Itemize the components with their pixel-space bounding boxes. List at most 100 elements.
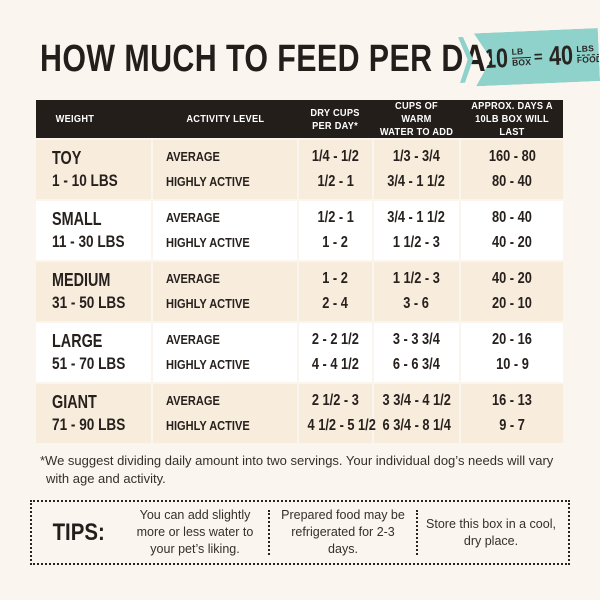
water-highly-active: 6 3/4 - 8 1/4 (382, 416, 451, 434)
weight-range: 1 - 10 LBS (52, 171, 118, 191)
dry-cups-average: 1 - 2 (322, 269, 349, 287)
activity-highly-active: HIGHLY ACTIVE (166, 417, 250, 433)
activity-cell: AVERAGE HIGHLY ACTIVE (153, 384, 297, 443)
days-average: 16 - 13 (492, 391, 532, 409)
dry-cups-highly-active: 1/2 - 1 (317, 172, 354, 190)
tip-storage: Store this box in a cool, dry place. (426, 516, 556, 548)
water-cell: 3 - 3 3/4 6 - 6 3/4 (374, 323, 459, 382)
dry-cups-cell: 1 - 2 2 - 4 (299, 262, 372, 321)
water-average: 1/3 - 3/4 (393, 147, 440, 165)
table-header-row: WEIGHT ACTIVITY LEVEL DRY CUPS PER DAY* … (36, 100, 563, 138)
tips-divider (416, 510, 418, 555)
dry-cups-average: 2 1/2 - 3 (312, 391, 359, 409)
days-average: 20 - 16 (492, 330, 532, 348)
days-highly-active: 40 - 20 (492, 233, 532, 251)
dry-cups-highly-active: 4 - 4 1/2 (312, 355, 359, 373)
water-average: 3 - 3 3/4 (393, 330, 440, 348)
activity-highly-active: HIGHLY ACTIVE (166, 234, 250, 250)
dry-cups-average: 1/4 - 1/2 (312, 147, 359, 165)
weight-cell: SMALL 11 - 30 LBS (36, 201, 151, 260)
activity-highly-active: HIGHLY ACTIVE (166, 295, 250, 311)
badge-food: FOOD! (576, 53, 600, 65)
weight-cell: GIANT 71 - 90 LBS (36, 384, 151, 443)
badge-ribbon: 10 LB BOX = 40 LBS FOOD! of (474, 28, 600, 86)
weight-name: LARGE (52, 330, 103, 351)
page-title-text: HOW MUCH TO FEED PER DAY (40, 38, 504, 80)
badge-lbs-food: LBS FOOD! of (576, 44, 600, 66)
days-average: 160 - 80 (488, 147, 536, 165)
dry-cups-highly-active: 2 - 4 (322, 294, 349, 312)
table-row-large: LARGE 51 - 70 LBS AVERAGE HIGHLY ACTIVE … (36, 323, 563, 382)
activity-highly-active: HIGHLY ACTIVE (166, 356, 250, 372)
weight-range: 71 - 90 LBS (52, 415, 126, 435)
table-row-small: SMALL 11 - 30 LBS AVERAGE HIGHLY ACTIVE … (36, 201, 563, 260)
col-header-weight: WEIGHT (55, 113, 95, 126)
activity-average: AVERAGE (166, 393, 220, 409)
days-cell: 160 - 80 80 - 40 (461, 140, 563, 199)
days-cell: 80 - 40 40 - 20 (461, 201, 563, 260)
activity-highly-active: HIGHLY ACTIVE (166, 173, 250, 189)
tips-label: TIPS: (52, 518, 106, 546)
activity-average: AVERAGE (166, 210, 220, 226)
tip-water-adjust: You can add slightly more or less water … (136, 508, 254, 556)
badge-lb-box: LB BOX (511, 47, 531, 68)
water-highly-active: 6 - 6 3/4 (393, 355, 440, 373)
weight-range: 51 - 70 LBS (52, 354, 126, 374)
badge-10: 10 (483, 42, 509, 74)
water-average: 1 1/2 - 3 (393, 269, 440, 287)
dry-cups-average: 2 - 2 1/2 (312, 330, 359, 348)
weight-name: SMALL (52, 208, 102, 229)
activity-cell: AVERAGE HIGHLY ACTIVE (153, 262, 297, 321)
dry-cups-cell: 2 1/2 - 3 4 1/2 - 5 1/2 (299, 384, 376, 443)
water-cell: 3/4 - 1 1/2 1 1/2 - 3 (374, 201, 459, 260)
tips-box: TIPS: You can add slightly more or less … (30, 500, 570, 565)
serving-footnote: *We suggest dividing daily amount into t… (40, 453, 554, 487)
days-cell: 20 - 16 10 - 9 (461, 323, 563, 382)
days-highly-active: 10 - 9 (495, 355, 529, 373)
dry-cups-average: 1/2 - 1 (317, 208, 354, 226)
activity-average: AVERAGE (166, 149, 220, 165)
weight-range: 11 - 30 LBS (52, 232, 125, 252)
badge-40: 40 (547, 40, 574, 72)
water-highly-active: 1 1/2 - 3 (393, 233, 440, 251)
days-average: 40 - 20 (492, 269, 532, 287)
dry-cups-cell: 2 - 2 1/2 4 - 4 1/2 (299, 323, 372, 382)
water-average: 3/4 - 1 1/2 (387, 208, 446, 226)
days-highly-active: 80 - 40 (492, 172, 532, 190)
water-highly-active: 3/4 - 1 1/2 (387, 172, 446, 190)
days-highly-active: 20 - 10 (492, 294, 532, 312)
activity-cell: AVERAGE HIGHLY ACTIVE (153, 140, 297, 199)
tips-divider (268, 510, 270, 555)
weight-range: 31 - 50 LBS (52, 293, 126, 313)
col-header-dry-cups: DRY CUPS PER DAY* (310, 106, 361, 132)
tip-refrigerate: Prepared food may be refrigerated for 2-… (281, 508, 405, 556)
chevron-right-icon (458, 36, 474, 83)
water-cell: 1 1/2 - 3 3 - 6 (374, 262, 459, 321)
water-highly-active: 3 - 6 (403, 294, 430, 312)
dry-cups-highly-active: 1 - 2 (322, 233, 349, 251)
page-title: HOW MUCH TO FEED PER DAY (40, 40, 600, 78)
weight-cell: TOY 1 - 10 LBS (36, 140, 151, 199)
days-cell: 16 - 13 9 - 7 (461, 384, 563, 443)
weight-cell: LARGE 51 - 70 LBS (36, 323, 151, 382)
days-average: 80 - 40 (492, 208, 532, 226)
weight-name: MEDIUM (52, 269, 111, 290)
table-row-giant: GIANT 71 - 90 LBS AVERAGE HIGHLY ACTIVE … (36, 384, 563, 443)
col-header-activity-level: ACTIVITY LEVEL (186, 113, 264, 126)
table-row-toy: TOY 1 - 10 LBS AVERAGE HIGHLY ACTIVE 1/4… (36, 140, 563, 199)
water-average: 3 3/4 - 4 1/2 (382, 391, 451, 409)
water-cell: 3 3/4 - 4 1/2 6 3/4 - 8 1/4 (374, 384, 459, 443)
activity-cell: AVERAGE HIGHLY ACTIVE (153, 323, 297, 382)
col-header-days-box-lasts: APPROX. DAYS A 10LB BOX WILL LAST (471, 100, 553, 139)
weight-name: TOY (52, 147, 82, 168)
weight-name: GIANT (52, 391, 97, 412)
badge-equals: = (533, 48, 544, 66)
weight-cell: MEDIUM 31 - 50 LBS (36, 262, 151, 321)
dry-cups-highly-active: 4 1/2 - 5 1/2 (307, 416, 376, 434)
dry-cups-cell: 1/4 - 1/2 1/2 - 1 (299, 140, 372, 199)
activity-average: AVERAGE (166, 332, 220, 348)
col-header-warm-water: CUPS OF WARM WATER TO ADD (379, 100, 454, 139)
activity-cell: AVERAGE HIGHLY ACTIVE (153, 201, 297, 260)
table-row-medium: MEDIUM 31 - 50 LBS AVERAGE HIGHLY ACTIVE… (36, 262, 563, 321)
